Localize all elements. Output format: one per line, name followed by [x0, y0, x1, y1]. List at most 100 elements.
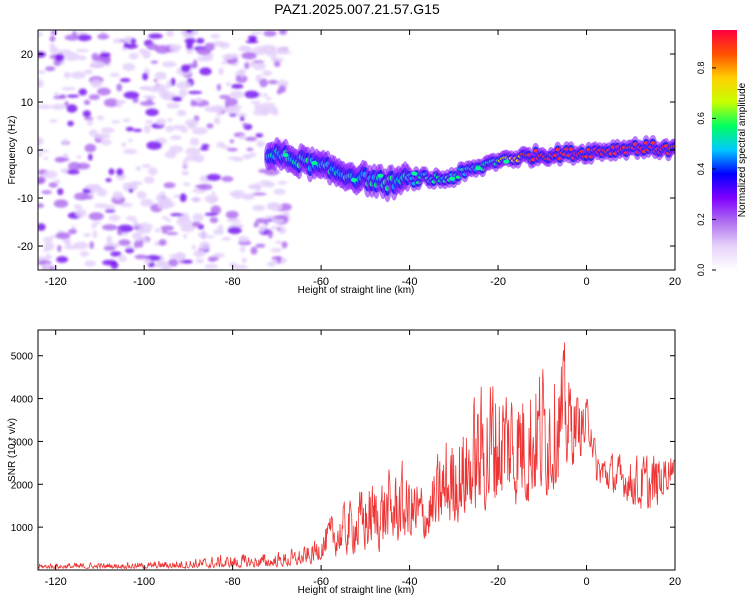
heatmap-noise-blob	[155, 194, 162, 202]
heatmap-noise-blob	[83, 233, 91, 237]
heatmap-noise-blob	[148, 33, 163, 39]
heatmap-noise-blob	[148, 167, 158, 176]
heatmap-noise-blob	[38, 79, 44, 88]
heatmap-noise-blob	[255, 218, 268, 224]
heatmap-noise-blob	[180, 224, 195, 233]
heatmap-noise-blob	[252, 204, 266, 212]
heatmap-noise-blob	[270, 248, 283, 253]
heatmap-noise-blob	[212, 252, 225, 258]
heatmap-noise-blob	[169, 135, 182, 141]
heatmap-noise-blob	[137, 222, 153, 232]
heatmap-noise-blob	[199, 241, 211, 251]
heatmap-noise-blob	[195, 184, 207, 189]
heatmap-noise-blob	[88, 153, 93, 161]
ridge-highlight	[411, 171, 418, 176]
heatmap-noise-blob	[279, 203, 292, 211]
colorbar-fill	[712, 30, 737, 270]
heatmap-noise-blob	[168, 258, 179, 267]
heatmap-noise-blob	[249, 152, 257, 158]
heatmap-noise-blob	[281, 241, 288, 249]
heatmap-noise-blob	[141, 86, 150, 91]
heatmap-noise-blob	[97, 33, 110, 40]
heatmap-noise-blob	[190, 197, 202, 202]
heatmap-noise-blob	[170, 77, 176, 87]
ridge-highlight	[350, 178, 357, 182]
heatmap-noise-blob	[96, 188, 108, 197]
heatmap-noise-blob	[241, 257, 247, 264]
heatmap-noise-blob	[239, 116, 245, 121]
heatmap-noise-blob	[110, 251, 122, 257]
heatmap-noise-blob	[49, 119, 58, 123]
heatmap-noise-blob	[259, 78, 268, 88]
heatmap-noise-blob	[68, 228, 77, 235]
heatmap-noise-blob	[42, 248, 51, 252]
heatmap-noise-blob	[94, 133, 111, 140]
heatmap-noise-blob	[134, 254, 148, 260]
heatmap-noise-blob	[156, 118, 166, 126]
heatmap-noise-blob	[191, 245, 196, 250]
heatmap-noise-blob	[146, 141, 162, 150]
heatmap-noise-blob	[135, 165, 141, 171]
heatmap-noise-blob	[83, 116, 94, 121]
heatmap-noise-blob	[242, 193, 256, 199]
heatmap-noise-blob	[53, 179, 61, 184]
heatmap-noise-blob	[103, 245, 116, 251]
heatmap-noise-blob	[255, 133, 264, 138]
heatmap-noise-blob	[272, 107, 279, 114]
heatmap-noise-blob	[153, 79, 158, 82]
heatmap-noise-blob	[61, 86, 76, 91]
heatmap-noise-blob	[266, 261, 276, 267]
colorbar-tick-label: 0.0	[696, 264, 706, 277]
heatmap-noise-blob	[166, 102, 180, 109]
heatmap-noise-blob	[91, 224, 97, 229]
heatmap-noise-blob	[224, 106, 241, 114]
heatmap-noise-blob	[238, 235, 249, 243]
heatmap-noise-blob	[133, 128, 143, 132]
y-tick-label: 0	[27, 145, 33, 157]
heatmap-noise-blob	[162, 95, 171, 100]
heatmap-noise-blob	[83, 99, 91, 105]
heatmap-noise-blob	[38, 153, 43, 157]
heatmap-noise-blob	[145, 108, 159, 117]
heatmap-noise-blob	[193, 249, 206, 258]
heatmap-noise-blob	[94, 203, 108, 209]
heatmap-noise-blob	[136, 191, 147, 199]
heatmap-noise-blob	[167, 118, 173, 122]
heatmap-noise-blob	[38, 137, 44, 145]
y-tick-label: 3000	[11, 437, 34, 448]
snr-frame	[37, 329, 676, 571]
heatmap-noise-blob	[268, 79, 278, 85]
y-tick-label: 4000	[11, 395, 34, 406]
heatmap-noise-blob	[204, 264, 218, 269]
heatmap-noise-blob	[38, 104, 52, 109]
heatmap-noise-blob	[181, 170, 190, 176]
heatmap-noise-blob	[143, 258, 151, 265]
heatmap-noise-blob	[112, 191, 123, 200]
heatmap-y-axis-label: Frequency (Hz)	[7, 116, 18, 185]
heatmap-noise-blob	[201, 143, 210, 148]
y-tick-label: -10	[17, 193, 33, 205]
heatmap-noise-blob	[252, 46, 269, 55]
heatmap-noise-blob	[122, 118, 131, 123]
heatmap-y-ticks: -20 -10 0 10 20	[17, 49, 675, 253]
heatmap-noise-blob	[177, 109, 187, 117]
heatmap-noise-blob	[91, 221, 101, 225]
heatmap-noise-blob	[125, 247, 135, 254]
heatmap-noise-blob	[216, 141, 226, 148]
heatmap-noise-blob	[53, 95, 67, 100]
heatmap-noise-blob	[204, 105, 218, 113]
x-tick-label: -120	[45, 276, 67, 288]
heatmap-noise-blob	[159, 191, 166, 197]
snr-y-ticks: 1000 2000 3000 4000 5000	[11, 352, 675, 534]
heatmap-noise-blob	[166, 218, 172, 223]
heatmap-noise-blob	[38, 203, 45, 208]
heatmap-noise-blob	[121, 142, 127, 148]
heatmap-noise-blob	[142, 72, 149, 81]
heatmap-noise-blob	[66, 169, 80, 175]
heatmap-noise-blob	[127, 138, 134, 142]
heatmap-noise-blob	[250, 38, 256, 43]
x-tick-label: -100	[133, 576, 155, 588]
heatmap-noise-blob	[219, 94, 231, 100]
heatmap-noise-blob	[38, 223, 46, 231]
